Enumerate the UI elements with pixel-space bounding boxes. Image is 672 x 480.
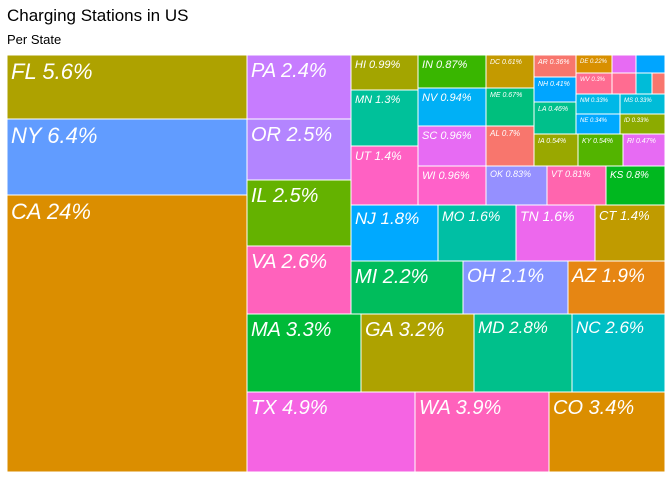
tile-label-wi: WI 0.96% bbox=[422, 170, 470, 182]
tile-nh bbox=[533, 76, 577, 103]
tile-nc bbox=[571, 313, 666, 393]
tile-label-nc: NC 2.6% bbox=[576, 318, 644, 337]
tile-md bbox=[473, 313, 573, 393]
tile-ga bbox=[360, 313, 475, 393]
tile-label-az: AZ 1.9% bbox=[571, 266, 645, 287]
tile-label-co: CO 3.4% bbox=[553, 397, 634, 419]
tile-label-ri: RI 0.47% bbox=[627, 138, 656, 145]
tile-ct bbox=[594, 204, 666, 262]
tile-id bbox=[619, 113, 666, 135]
tile-label-ca: CA 24% bbox=[11, 199, 91, 224]
tile-label-nj: NJ 1.8% bbox=[355, 209, 419, 228]
tile-unlabeled-46 bbox=[611, 54, 637, 74]
tile-nv bbox=[417, 87, 487, 127]
tile-label-id: ID 0.33% bbox=[624, 118, 649, 124]
tile-or bbox=[246, 118, 352, 181]
chart-title: Charging Stations in US bbox=[7, 6, 189, 25]
tile-label-md: MD 2.8% bbox=[478, 318, 548, 337]
tile-unlabeled-48 bbox=[611, 72, 637, 95]
tile-pa bbox=[246, 54, 352, 120]
tile-label-ga: GA 3.2% bbox=[365, 319, 444, 341]
tile-oh bbox=[462, 260, 569, 315]
tile-label-il: IL 2.5% bbox=[251, 185, 318, 207]
tile-nm bbox=[575, 93, 621, 115]
tile-label-oh: OH 2.1% bbox=[467, 266, 544, 287]
tile-label-fl: FL 5.6% bbox=[11, 59, 93, 84]
tile-label-dc: DC 0.61% bbox=[490, 59, 522, 66]
tile-unlabeled-47 bbox=[635, 54, 666, 74]
tile-label-ks: KS 0.8% bbox=[610, 170, 649, 181]
tile-label-sc: SC 0.96% bbox=[422, 130, 472, 142]
tile-ny bbox=[6, 118, 248, 196]
tile-label-ny: NY 6.4% bbox=[11, 123, 97, 148]
chart-subtitle: Per State bbox=[7, 32, 62, 47]
tile-hi bbox=[350, 54, 419, 91]
tile-label-nh: NH 0.41% bbox=[538, 81, 570, 88]
tile-label-hi: HI 0.99% bbox=[355, 59, 400, 71]
tile-label-wa: WA 3.9% bbox=[419, 397, 501, 419]
tile-label-in: IN 0.87% bbox=[422, 59, 467, 71]
tile-label-de: DE 0.22% bbox=[580, 59, 608, 65]
tile-label-la: LA 0.46% bbox=[538, 106, 568, 113]
tile-ms bbox=[619, 93, 666, 115]
tile-tn bbox=[515, 204, 596, 262]
tile-label-mo: MO 1.6% bbox=[442, 208, 500, 224]
tile-unlabeled-50 bbox=[651, 72, 666, 95]
tile-wa bbox=[414, 391, 550, 473]
tile-label-tn: TN 1.6% bbox=[520, 208, 574, 224]
tile-al bbox=[485, 125, 535, 167]
tile-label-ma: MA 3.3% bbox=[251, 319, 331, 341]
tile-label-al: AL 0.7% bbox=[489, 129, 520, 138]
tile-label-nm: NM 0.33% bbox=[580, 98, 609, 104]
tile-label-or: OR 2.5% bbox=[251, 124, 332, 146]
tile-label-mn: MN 1.3% bbox=[355, 94, 400, 106]
tile-label-mi: MI 2.2% bbox=[355, 266, 428, 288]
tile-label-ms: MS 0.33% bbox=[624, 98, 652, 104]
tile-label-ne: NE 0.34% bbox=[580, 118, 608, 124]
tile-ne bbox=[575, 113, 621, 135]
tile-label-me: ME 0.67% bbox=[490, 92, 522, 99]
tile-tx bbox=[246, 391, 416, 473]
tile-label-ky: KY 0.54% bbox=[582, 138, 613, 145]
tile-label-ok: OK 0.83% bbox=[490, 169, 531, 179]
tile-az bbox=[567, 260, 666, 315]
tile-label-ct: CT 1.4% bbox=[599, 208, 650, 223]
tile-label-ia: IA 0.54% bbox=[538, 138, 566, 145]
tile-label-ar: AR 0.36% bbox=[537, 59, 570, 66]
tile-mi bbox=[350, 260, 464, 315]
tile-ks bbox=[605, 165, 666, 206]
tile-label-tx: TX 4.9% bbox=[251, 397, 328, 419]
tile-ca bbox=[6, 194, 248, 473]
tile-label-vt: VT 0.81% bbox=[551, 169, 591, 179]
tile-sc bbox=[417, 125, 487, 167]
tile-label-pa: PA 2.4% bbox=[251, 60, 327, 82]
tile-label-va: VA 2.6% bbox=[251, 251, 327, 273]
tile-label-nv: NV 0.94% bbox=[422, 92, 472, 104]
tile-vt bbox=[546, 165, 607, 206]
tile-label-ut: UT 1.4% bbox=[355, 149, 402, 163]
tile-mn bbox=[350, 89, 419, 147]
tile-label-wv: WV 0.3% bbox=[580, 77, 606, 83]
tile-ri bbox=[622, 133, 666, 167]
tile-mo bbox=[437, 204, 517, 262]
tile-me bbox=[485, 87, 535, 127]
tile-nj bbox=[350, 204, 439, 262]
tile-ok bbox=[485, 165, 548, 206]
